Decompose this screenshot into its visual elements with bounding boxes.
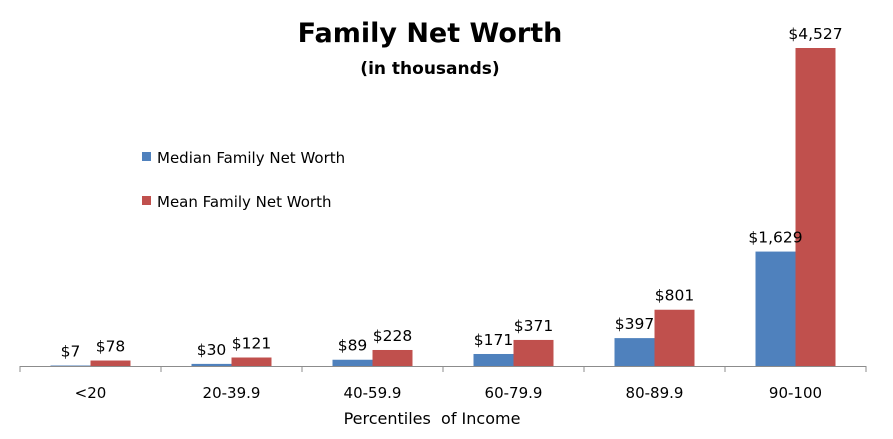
legend: Median Family Net Worth Mean Family Net …	[142, 149, 345, 211]
chart-subtitle: (in thousands)	[360, 59, 499, 79]
legend-label-mean: Mean Family Net Worth	[157, 193, 331, 211]
median-bar	[755, 251, 796, 366]
mean-bar	[231, 357, 272, 366]
x-axis-title: Percentiles of Income	[344, 409, 521, 428]
mean-bar	[795, 48, 836, 366]
legend-item-median: Median Family Net Worth	[142, 149, 345, 167]
x-tick-label: 90-100	[769, 384, 822, 402]
median-data-label: $1,629	[748, 229, 802, 247]
mean-data-label: $371	[514, 317, 553, 335]
data-labels: $7 $78 $30 $121 $89 $228 $171$371 $397$801 $1,62…	[61, 25, 843, 361]
x-tick-label: 80-89.9	[626, 384, 684, 402]
x-tick-label: 60-79.9	[485, 384, 543, 402]
x-tick-label: 20-39.9	[203, 384, 261, 402]
median-bar	[332, 359, 373, 366]
mean-bar	[513, 339, 554, 366]
mean-data-label: $78	[96, 338, 126, 356]
x-axis-tick-labels: <20 20-39.9 40-59.9 60-79.9 80-89.9 90-100	[75, 384, 822, 402]
mean-data-label: $121	[232, 335, 271, 353]
mean-data-label: $228	[373, 327, 412, 345]
mean-data-label: $801	[655, 287, 694, 305]
mean-bar	[654, 309, 695, 366]
chart-title: Family Net Worth	[298, 18, 563, 49]
median-data-label: $7	[61, 343, 81, 361]
x-tick-label: 40-59.9	[344, 384, 402, 402]
median-bar	[191, 363, 232, 366]
median-bar	[614, 338, 655, 366]
legend-label-median: Median Family Net Worth	[157, 149, 345, 167]
median-data-label: $89	[338, 337, 368, 355]
legend-swatch-median	[142, 152, 151, 161]
median-bar	[473, 353, 514, 366]
bars	[50, 48, 836, 366]
median-data-label: $171	[474, 331, 513, 349]
mean-data-label: $4,527	[788, 25, 842, 43]
legend-item-mean: Mean Family Net Worth	[142, 193, 331, 211]
mean-bar	[372, 349, 413, 366]
median-data-label: $397	[615, 315, 654, 333]
x-axis-ticks	[19, 366, 867, 372]
legend-swatch-mean	[142, 196, 151, 205]
median-data-label: $30	[197, 341, 227, 359]
mean-bar	[90, 360, 131, 366]
x-tick-label: <20	[75, 384, 107, 402]
